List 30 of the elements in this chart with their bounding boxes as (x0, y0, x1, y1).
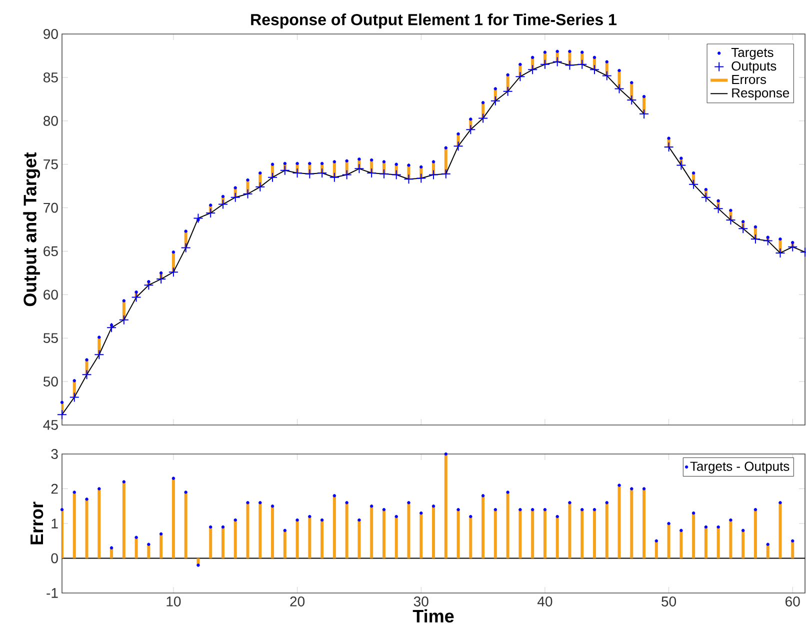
y-tick-label: 65 (44, 246, 58, 256)
legend-label: Errors (732, 75, 766, 84)
y-tick-label: 3 (51, 449, 58, 459)
legend-label: Response (732, 88, 790, 100)
x-tick-label: 30 (414, 596, 428, 606)
x-tick-label: 10 (166, 596, 181, 606)
legend-label: Targets (731, 48, 774, 60)
x-tick-label: 20 (290, 596, 305, 606)
y-tick-label: 2 (51, 484, 58, 494)
y-tick-label: 80 (44, 116, 58, 126)
chart-title: Response of Output Element 1 for Time-Series 1 (251, 14, 616, 28)
y-tick-label: 75 (44, 159, 58, 170)
y-tick-label: 0 (51, 553, 58, 564)
y-tick-label: 90 (44, 29, 58, 39)
y-tick-label: 50 (43, 376, 58, 387)
y-axis-title: Error (30, 502, 44, 544)
y-tick-label: 1 (52, 518, 58, 528)
x-tick-label: 40 (537, 596, 552, 606)
y-axis-title: Output and Target (23, 152, 40, 306)
y-tick-label: -1 (46, 588, 58, 598)
x-tick-label: 60 (786, 596, 800, 606)
x-tick-label: 50 (662, 596, 676, 606)
y-tick-label: 45 (43, 420, 58, 430)
x-axis-title: Time (412, 609, 454, 623)
legend-label: Outputs (732, 61, 776, 74)
y-tick-label: 60 (44, 290, 58, 300)
y-tick-label: 70 (44, 202, 58, 213)
y-tick-label: 85 (44, 72, 58, 82)
legend-label: Targets - Outputs (690, 462, 790, 474)
y-tick-label: 55 (43, 333, 58, 343)
